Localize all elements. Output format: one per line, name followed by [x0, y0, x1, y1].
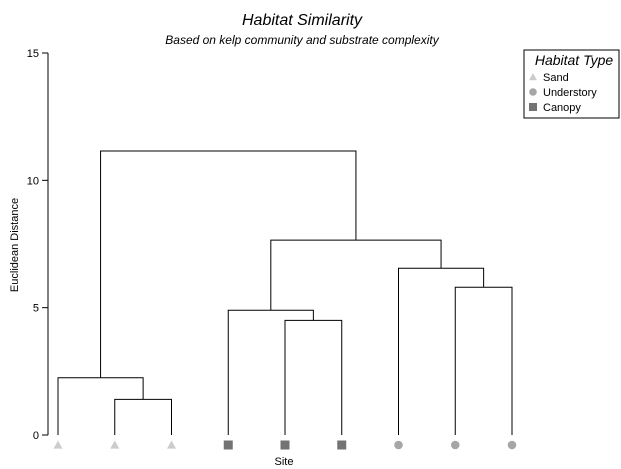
dendrogram-branch	[227, 309, 314, 435]
leaf-marker-canopy	[337, 440, 347, 450]
legend-label-understory: Understory	[543, 87, 597, 99]
dendrogram-branch	[454, 286, 513, 435]
legend-entries: Sand Understory Canopy	[529, 72, 597, 114]
chart-title: Habitat Similarity	[242, 12, 363, 29]
y-tick-label: 0	[33, 430, 39, 442]
chart-subtitle: Based on kelp community and substrate co…	[165, 33, 439, 47]
leaf-marker-understory	[394, 440, 403, 450]
dendrogram-branch	[100, 150, 357, 378]
legend-marker-canopy	[529, 103, 537, 111]
legend-marker-sand	[529, 73, 537, 81]
leaf-marker-sand	[53, 440, 63, 449]
legend-title: Habitat Type	[535, 52, 614, 68]
dendrogram-branch	[57, 377, 144, 435]
x-axis-label: Site	[275, 456, 294, 468]
y-tick-label: 10	[27, 175, 39, 187]
legend-marker-understory	[529, 88, 537, 96]
leaf-marker-canopy	[280, 440, 290, 450]
y-axis-label: Euclidean Distance	[9, 198, 21, 292]
y-tick-label: 15	[27, 48, 39, 60]
leaf-marker-sand	[167, 440, 176, 449]
y-tick-label: 5	[33, 303, 39, 315]
dendrogram-branch	[284, 319, 343, 435]
dendrogram-branch	[114, 398, 172, 435]
leaf-marker-understory	[507, 440, 517, 450]
legend: Habitat Type Sand Understory Canopy	[523, 49, 620, 119]
legend-label-canopy: Canopy	[543, 102, 581, 114]
legend-label-sand: Sand	[543, 72, 569, 84]
leaf-marker-understory	[450, 440, 460, 450]
legend-box	[523, 49, 620, 119]
leaf-markers	[53, 440, 517, 450]
dendrogram-branch	[398, 267, 485, 435]
leaf-marker-sand	[110, 440, 120, 449]
dendrogram-branch	[270, 239, 442, 311]
dendrogram-branches	[57, 150, 513, 435]
y-axis: 0 5 10 15	[27, 48, 49, 442]
leaf-marker-canopy	[223, 440, 233, 450]
